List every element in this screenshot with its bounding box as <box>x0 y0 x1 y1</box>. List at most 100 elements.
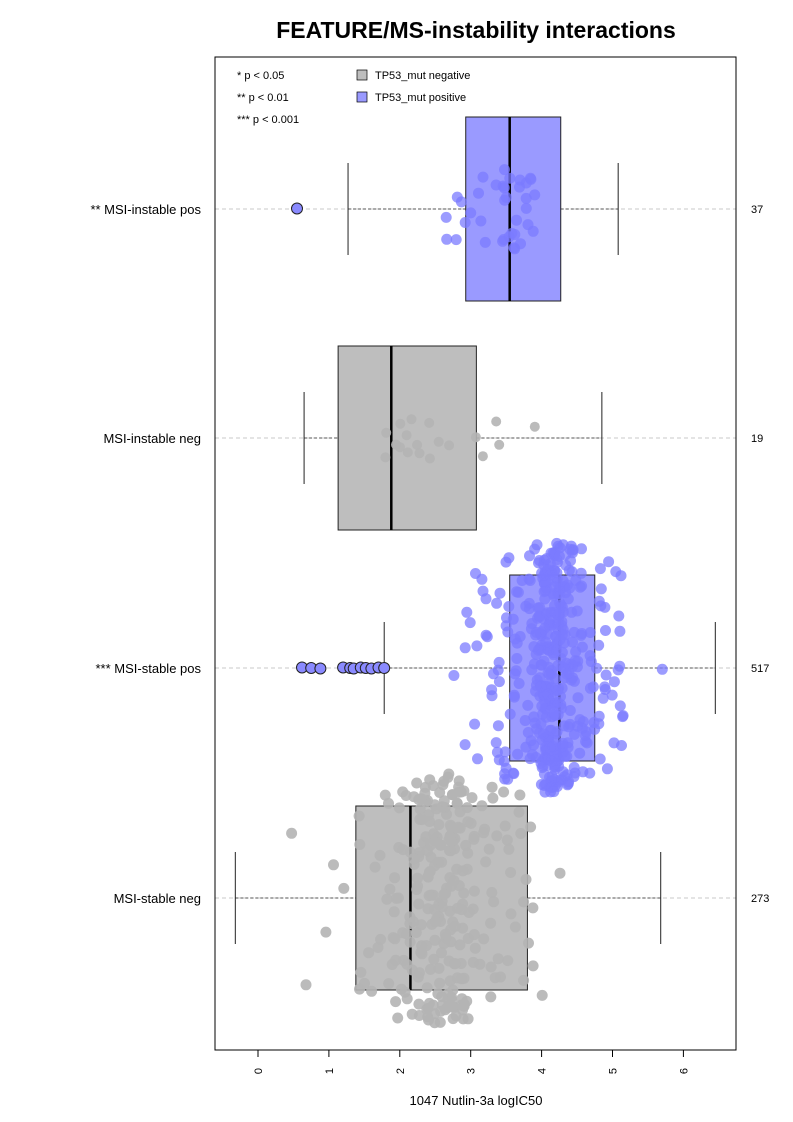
point-2 <box>569 655 581 667</box>
legend-swatch-negative <box>356 69 368 81</box>
point-3 <box>485 961 497 973</box>
point-0 <box>508 242 520 254</box>
point-2 <box>509 668 521 680</box>
point-0 <box>459 217 471 228</box>
box-layer <box>234 116 716 991</box>
point-3 <box>363 947 375 959</box>
point-3 <box>492 953 504 965</box>
point-3 <box>505 908 517 920</box>
point-2 <box>530 629 542 641</box>
point-3 <box>468 885 480 897</box>
point-3 <box>434 977 446 989</box>
point-3 <box>523 937 534 949</box>
point-3 <box>503 843 515 855</box>
point-3 <box>461 995 473 1007</box>
point-3 <box>483 843 495 855</box>
point-2 <box>575 567 587 579</box>
point-3 <box>354 839 366 850</box>
point-2 <box>512 586 524 598</box>
point-2 <box>533 557 544 569</box>
point-2 <box>461 606 473 618</box>
point-0 <box>479 236 491 248</box>
point-2 <box>576 722 588 734</box>
point-3 <box>487 792 499 804</box>
point-3 <box>444 831 456 843</box>
point-3 <box>406 1008 418 1020</box>
point-2 <box>532 644 544 656</box>
point-2 <box>595 583 607 595</box>
point-2 <box>502 626 514 638</box>
point-3 <box>429 904 440 916</box>
point-3 <box>381 893 393 905</box>
sig-legend-3: *** p < 0.001 <box>237 114 299 126</box>
point-3 <box>429 934 441 946</box>
point-3 <box>478 933 490 945</box>
point-2 <box>493 676 505 688</box>
point-2 <box>564 718 576 730</box>
group-count-1: 19 <box>751 433 763 445</box>
point-3 <box>502 955 514 967</box>
point-1 <box>402 447 413 458</box>
point-3 <box>449 958 460 970</box>
point-2 <box>551 644 563 656</box>
point-1 <box>470 432 481 443</box>
point-2 <box>608 737 620 749</box>
point-3 <box>388 906 400 918</box>
point-2 <box>554 634 566 646</box>
point-3 <box>554 867 566 879</box>
point-2 <box>491 597 503 609</box>
point-3 <box>423 997 435 1009</box>
point-3 <box>390 892 402 904</box>
point-2 <box>503 601 515 612</box>
point-2 <box>494 587 506 599</box>
point-3 <box>505 867 517 878</box>
point-3 <box>462 1013 474 1025</box>
point-3 <box>408 791 420 803</box>
point-0 <box>509 229 521 240</box>
point-3 <box>412 872 423 884</box>
point-3 <box>518 896 530 908</box>
significance-legend: * p < 0.05 ** p < 0.01 *** p < 0.001 <box>237 70 299 126</box>
point-3 <box>457 922 469 934</box>
point-3 <box>390 996 402 1008</box>
point-3 <box>499 820 511 832</box>
point-3 <box>436 801 448 813</box>
point-2 <box>488 668 499 680</box>
point-2 <box>553 550 565 562</box>
point-3 <box>439 928 451 940</box>
x-tick-label-1: 1 <box>324 1068 336 1074</box>
point-3 <box>527 902 539 914</box>
point-1 <box>391 439 401 450</box>
point-3 <box>433 962 445 974</box>
point-3 <box>423 890 435 902</box>
point-2 <box>557 624 569 636</box>
point-3 <box>513 806 525 818</box>
point-2 <box>472 753 483 765</box>
outlier-0 <box>291 202 303 215</box>
point-3 <box>468 830 480 842</box>
point-2 <box>524 575 536 586</box>
point-3 <box>434 1016 446 1028</box>
point-3 <box>425 963 436 975</box>
point-3 <box>387 932 399 944</box>
point-0 <box>450 234 462 246</box>
point-1 <box>424 453 435 464</box>
point-3 <box>438 888 450 900</box>
point-3 <box>404 918 416 930</box>
point-2 <box>535 718 547 730</box>
x-tick-label-6: 6 <box>678 1068 690 1074</box>
point-3 <box>410 927 422 938</box>
point-3 <box>436 991 448 1003</box>
point-2 <box>538 586 550 598</box>
point-2 <box>615 570 627 582</box>
point-2 <box>614 625 626 637</box>
point-3 <box>442 771 454 783</box>
point-2 <box>552 696 564 708</box>
point-3 <box>486 887 498 898</box>
point-2 <box>481 631 493 643</box>
point-3 <box>392 1012 404 1024</box>
y-axis-labels: ** MSI-instable pos MSI-instable neg *** M… <box>90 202 201 906</box>
point-2 <box>593 639 605 651</box>
point-3 <box>458 785 470 797</box>
